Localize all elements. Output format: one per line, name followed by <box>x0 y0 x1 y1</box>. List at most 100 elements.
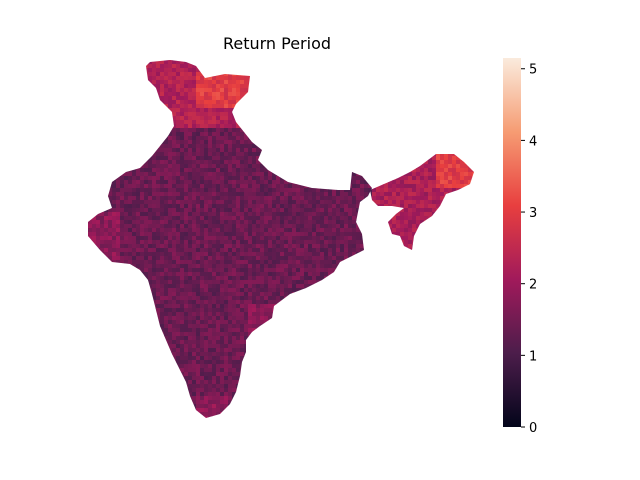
heatmap-cell <box>116 172 121 177</box>
heatmap-cell <box>180 252 185 257</box>
heatmap-cell <box>264 216 269 221</box>
heatmap-cell <box>356 200 361 205</box>
heatmap-cell <box>336 212 341 217</box>
heatmap-cell <box>168 168 173 173</box>
heatmap-cell <box>464 148 469 153</box>
heatmap-cell <box>212 188 217 193</box>
heatmap-cell <box>88 132 89 137</box>
heatmap-cell <box>380 72 385 77</box>
heatmap-cell <box>168 200 173 205</box>
heatmap-cell <box>108 256 113 261</box>
heatmap-cell <box>408 60 413 61</box>
heatmap-cell <box>152 160 157 165</box>
heatmap-cell <box>432 88 437 93</box>
heatmap-cell <box>88 64 93 69</box>
heatmap-cell <box>408 112 413 117</box>
heatmap-cell <box>100 60 105 65</box>
heatmap-cell <box>196 120 201 125</box>
heatmap-cell <box>444 168 449 173</box>
heatmap-cell <box>400 168 405 173</box>
heatmap-cell <box>164 220 169 225</box>
heatmap-cell <box>428 100 433 105</box>
heatmap-cell <box>436 224 441 229</box>
heatmap-cell <box>400 76 405 81</box>
heatmap-cell <box>248 64 253 69</box>
heatmap-cell <box>440 212 445 217</box>
heatmap-cell <box>340 216 345 221</box>
heatmap-cell <box>124 176 129 181</box>
heatmap-cell <box>148 200 153 205</box>
heatmap-cell <box>360 76 365 81</box>
heatmap-cell <box>300 92 305 97</box>
heatmap-cell <box>196 64 201 69</box>
heatmap-cell <box>324 160 329 165</box>
heatmap-cell <box>468 88 473 93</box>
heatmap-cell <box>424 124 429 129</box>
heatmap-cell <box>232 124 237 129</box>
heatmap-cell <box>148 244 153 249</box>
heatmap-cell <box>252 240 257 245</box>
heatmap-cell <box>268 176 273 181</box>
heatmap-cell <box>268 144 273 149</box>
heatmap-cell <box>376 68 381 73</box>
heatmap-cell <box>236 184 241 189</box>
heatmap-cell <box>200 208 205 213</box>
heatmap-cell <box>368 248 373 253</box>
heatmap-cell <box>220 88 225 93</box>
heatmap-cell <box>412 208 417 213</box>
heatmap-cell <box>348 212 353 217</box>
heatmap-cell <box>148 136 153 141</box>
heatmap-cell <box>140 160 145 165</box>
heatmap-cell <box>432 200 437 205</box>
heatmap-cell <box>424 100 429 105</box>
heatmap-cell <box>244 68 249 73</box>
heatmap-cell <box>108 120 113 125</box>
heatmap-cell <box>196 224 201 229</box>
heatmap-cell <box>172 224 177 229</box>
heatmap-cell <box>276 164 281 169</box>
heatmap-cell <box>404 128 409 133</box>
heatmap-cell <box>468 60 473 65</box>
heatmap-cell <box>416 76 421 81</box>
heatmap-cell <box>116 144 121 149</box>
heatmap-cell <box>436 220 441 225</box>
heatmap-cell <box>400 120 405 125</box>
heatmap-cell <box>88 156 93 161</box>
heatmap-cell <box>112 120 117 125</box>
heatmap-cell <box>396 224 401 229</box>
heatmap-cell <box>204 68 209 73</box>
heatmap-cell <box>368 104 373 109</box>
heatmap-cell <box>420 240 425 245</box>
heatmap-cell <box>256 88 261 93</box>
heatmap-cell <box>156 196 161 201</box>
heatmap-cell <box>380 212 385 217</box>
heatmap-cell <box>228 100 233 105</box>
heatmap-cell <box>216 72 221 77</box>
heatmap-cell <box>168 112 173 117</box>
heatmap-cell <box>164 184 169 189</box>
heatmap-cell <box>264 176 269 181</box>
heatmap-cell <box>208 144 213 149</box>
heatmap-cell <box>116 132 121 137</box>
heatmap-cell <box>192 212 197 217</box>
heatmap-cell <box>140 208 145 213</box>
heatmap-cell <box>432 144 437 149</box>
heatmap-cell <box>340 232 345 237</box>
heatmap-cell <box>440 220 445 225</box>
heatmap-cell <box>368 148 373 153</box>
heatmap-cell <box>424 152 429 157</box>
heatmap-cell <box>196 168 201 173</box>
heatmap-cell <box>440 60 445 65</box>
heatmap-cell <box>88 68 93 73</box>
heatmap-cell <box>120 180 125 185</box>
heatmap-cell <box>104 68 109 73</box>
heatmap-cell <box>156 248 161 253</box>
heatmap-cell <box>424 248 429 253</box>
heatmap-cell <box>184 64 189 69</box>
heatmap-cell <box>376 204 381 209</box>
heatmap-cell <box>280 196 285 201</box>
heatmap-cell <box>124 252 129 257</box>
heatmap-cell <box>212 176 217 181</box>
heatmap-cell <box>144 224 149 229</box>
heatmap-cell <box>452 184 457 189</box>
